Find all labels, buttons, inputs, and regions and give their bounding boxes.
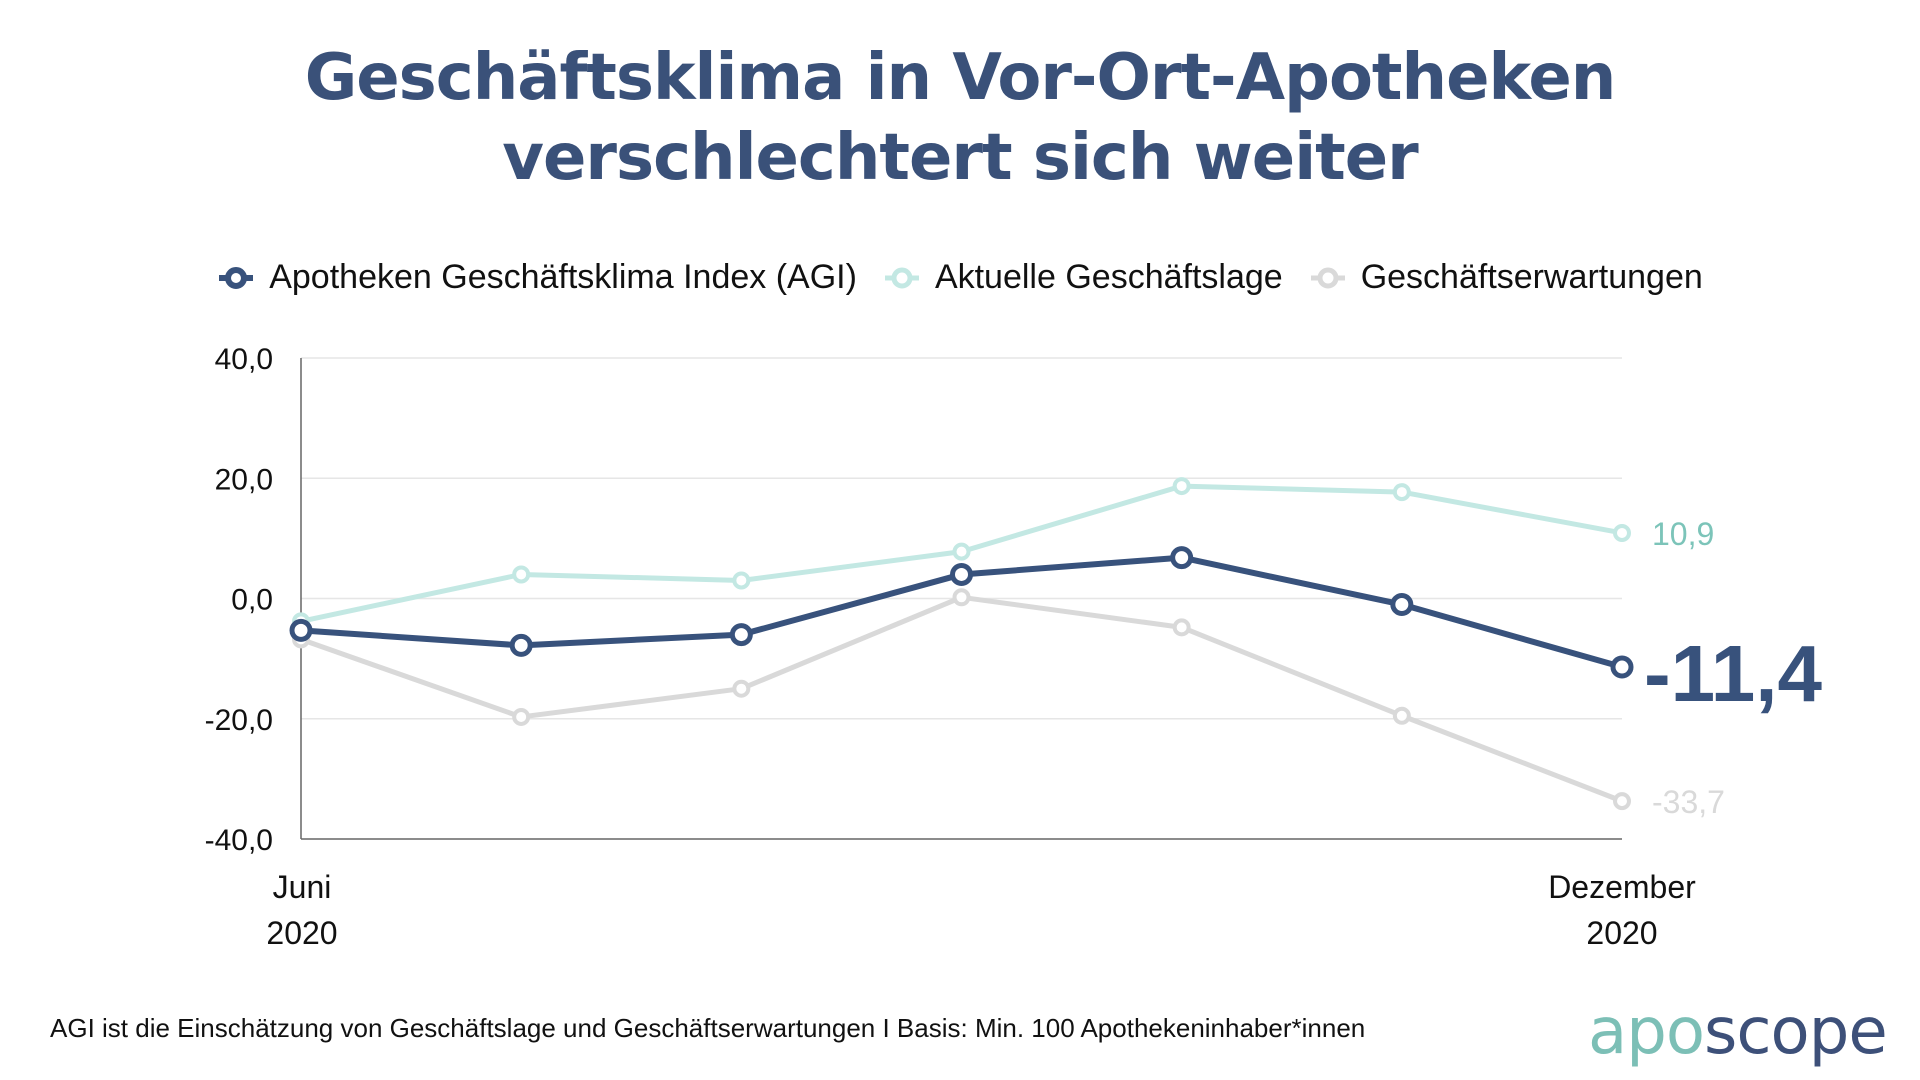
legend-item-aktuelle-geschaeftslage[interactable]: Aktuelle Geschäftslage bbox=[883, 258, 1283, 297]
data-point bbox=[289, 618, 313, 642]
data-point bbox=[509, 633, 533, 657]
data-point bbox=[1613, 792, 1631, 811]
legend-marker-agi-icon bbox=[219, 266, 254, 289]
chart-title-line-2: verschlechtert sich weiter bbox=[502, 121, 1418, 195]
data-point bbox=[1392, 483, 1411, 502]
end-value-label: -11,4 bbox=[1644, 629, 1822, 718]
series-apotheken-gesch-ftsklima-index-agi- bbox=[289, 546, 1634, 679]
legend-label-aktuelle: Aktuelle Geschäftslage bbox=[934, 258, 1283, 296]
y-axis-ticks: 40,0 20,0 0,0 -20,0 -40,0 bbox=[205, 343, 273, 857]
series-gesch-ftserwartungen bbox=[292, 588, 1631, 811]
series-aktuelle-gesch-ftslage bbox=[292, 477, 1631, 631]
data-point bbox=[950, 562, 973, 586]
data-point bbox=[732, 679, 751, 698]
x-label-end-year: 2020 bbox=[1586, 915, 1658, 951]
data-point bbox=[1172, 477, 1191, 496]
data-point bbox=[1392, 706, 1411, 725]
aposcope-logo: aposcope bbox=[1588, 995, 1888, 1069]
footnote: AGI ist die Einschätzung von Geschäftsla… bbox=[50, 1013, 1366, 1043]
y-tick-label: 20,0 bbox=[215, 463, 273, 496]
series-group bbox=[289, 477, 1634, 811]
x-label-end: Dezember 2020 bbox=[1522, 864, 1722, 956]
chart-title-line-1: Geschäftsklima in Vor-Ort-Apotheken bbox=[304, 41, 1617, 115]
logo-part-apo: apo bbox=[1588, 995, 1705, 1069]
chart-title: Geschäftsklima in Vor-Ort-Apotheken vers… bbox=[0, 38, 1920, 198]
data-point bbox=[1613, 523, 1631, 542]
legend-label-erwartungen: Geschäftserwartungen bbox=[1360, 258, 1703, 296]
y-tick-label: 0,0 bbox=[231, 584, 273, 617]
legend-marker-aktuelle-icon bbox=[884, 267, 919, 288]
x-label-start-year: 2020 bbox=[266, 915, 338, 951]
end-labels: -33,7 10,9 -11,4 bbox=[1644, 516, 1822, 820]
series-line bbox=[300, 594, 1623, 804]
data-point bbox=[952, 542, 971, 561]
data-point bbox=[512, 565, 531, 584]
data-point bbox=[729, 623, 753, 647]
y-tick-label: -40,0 bbox=[205, 824, 273, 857]
y-tick-label: 40,0 bbox=[215, 343, 273, 376]
x-label-end-month: Dezember bbox=[1548, 869, 1696, 905]
legend-item-geschaeftserwartungen[interactable]: Geschäftserwartungen bbox=[1309, 258, 1703, 297]
data-point bbox=[1610, 655, 1634, 679]
data-point bbox=[1170, 546, 1194, 570]
end-value-label: -33,7 bbox=[1652, 784, 1725, 820]
logo-part-scope: scope bbox=[1704, 995, 1888, 1069]
data-point bbox=[1390, 593, 1414, 617]
legend-label-agi: Apotheken Geschäftsklima Index (AGI) bbox=[269, 258, 857, 296]
legend-item-agi[interactable]: Apotheken Geschäftsklima Index (AGI) bbox=[217, 258, 857, 297]
y-tick-label: -20,0 bbox=[205, 704, 273, 737]
data-point bbox=[1172, 618, 1191, 637]
legend: Apotheken Geschäftsklima Index (AGI) Akt… bbox=[0, 258, 1920, 297]
data-point bbox=[952, 588, 971, 607]
gridlines bbox=[301, 357, 1622, 720]
data-point bbox=[512, 707, 531, 726]
end-value-label: 10,9 bbox=[1652, 516, 1714, 552]
legend-marker-erwartungen-icon bbox=[1310, 267, 1345, 288]
data-point bbox=[732, 571, 751, 590]
x-label-start: Juni 2020 bbox=[202, 864, 402, 956]
x-label-start-month: Juni bbox=[272, 869, 332, 905]
